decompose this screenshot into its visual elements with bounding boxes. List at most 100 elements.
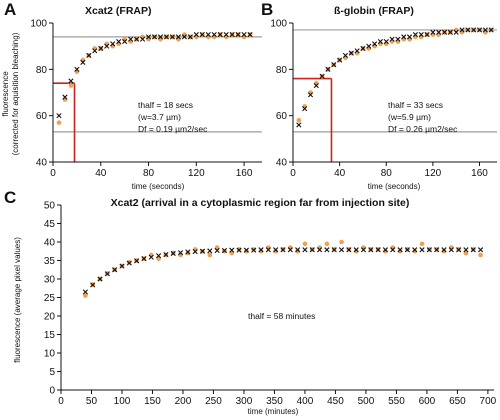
- panel-b-point-cross: [488, 27, 494, 33]
- panel-c-letter: C: [4, 188, 16, 207]
- panel-a-diffusion: Df = 0.19 µm2/sec: [138, 124, 208, 134]
- panel-a-point-cross: [199, 31, 205, 38]
- panel-c-ytick-label: 50: [44, 201, 56, 212]
- panel-b-width: (w=5.9 µm): [388, 112, 431, 122]
- panel-c-point-cross: [368, 247, 374, 253]
- panel-b-point-cross: [476, 27, 483, 33]
- panel-c-xlabel: time (minutes): [248, 407, 299, 416]
- panel-c: C Xcat2 (arrival in a cytoplasmic region…: [4, 188, 497, 416]
- panel-a-point-cross: [92, 48, 98, 54]
- panel-b-point-cross: [296, 122, 302, 128]
- panel-a-point-cross: [128, 36, 134, 42]
- panel-a-xtick-label: 0: [50, 168, 56, 179]
- panel-b-thalf: thalf = 33 secs: [388, 100, 443, 110]
- panel-c-xtick-label: 50: [86, 396, 98, 407]
- panel-a-point-cross: [235, 31, 241, 38]
- panel-c-point-cross: [346, 247, 352, 253]
- panel-a-point-cross: [223, 31, 229, 38]
- panel-c-point-cross: [316, 247, 323, 253]
- panel-a-ylabel: fluorescence: [1, 71, 10, 117]
- panel-b-diffusion: Df = 0.26 µm2/sec: [388, 124, 458, 134]
- panel-c-point-cross: [207, 248, 213, 254]
- panel-b-xlabel: time (seconds): [368, 182, 421, 191]
- panel-b-point-cross: [465, 27, 471, 33]
- panel-c-ytick-label: 15: [44, 330, 56, 341]
- panel-c-xtick-label: 250: [205, 396, 222, 407]
- panel-c-point-cross: [170, 250, 176, 257]
- panel-c-point-orange: [383, 248, 388, 254]
- panel-c-point-cross: [338, 247, 345, 253]
- panel-c-point-cross: [434, 247, 440, 253]
- panel-c-point-cross: [90, 282, 96, 288]
- panel-c-point-orange: [295, 248, 300, 254]
- panel-b-point-cross: [372, 41, 378, 47]
- panel-b-point-cross: [383, 38, 389, 45]
- panel-a-point-cross: [151, 34, 158, 40]
- panel-b-point-cross: [313, 82, 319, 89]
- panel-c-point-cross: [251, 247, 257, 253]
- panel-c-point-cross: [236, 247, 242, 253]
- panel-c-ytick-label: 35: [44, 256, 56, 267]
- panel-a-ytick-label: 60: [36, 111, 48, 122]
- panel-b-point-cross: [418, 31, 424, 38]
- panel-a-point-orange: [68, 83, 74, 88]
- panel-a-point-cross: [80, 59, 86, 65]
- panel-b-point-cross: [331, 62, 337, 68]
- panel-c-xtick-label: 500: [358, 396, 375, 407]
- panel-c-xtick-label: 650: [449, 396, 466, 407]
- panel-b-plot: [293, 27, 497, 162]
- panel-c-point-cross: [119, 263, 125, 269]
- panel-b-point-cross: [430, 29, 436, 35]
- panel-a-point-cross: [56, 113, 62, 119]
- panel-a-point-cross: [229, 31, 235, 38]
- panel-c-point-cross: [185, 249, 191, 255]
- panel-a-xtick-label: 80: [143, 168, 155, 179]
- panel-a-point-cross: [211, 31, 217, 38]
- panel-c-thalf: thalf = 58 minutes: [248, 311, 315, 321]
- panel-c-point-orange: [463, 250, 469, 256]
- panel-a-point-cross: [139, 36, 146, 42]
- panel-b-xtick-label: 40: [334, 168, 346, 179]
- panel-a-width: (w=3.7 µm): [138, 112, 181, 122]
- panel-b-point-cross: [360, 45, 366, 52]
- panel-c-xtick-label: 150: [144, 396, 161, 407]
- panel-c-point-cross: [192, 249, 198, 255]
- panel-c-point-cross: [375, 247, 381, 253]
- panel-c-point-cross: [141, 256, 147, 262]
- panel-c-point-cross: [265, 247, 271, 253]
- panel-c-xtick-label: 300: [236, 396, 253, 407]
- panel-c-point-cross: [295, 247, 301, 253]
- panel-b-xtick-label: 160: [471, 168, 488, 179]
- panel-a-ytick-label: 100: [30, 19, 47, 30]
- panel-c-point-orange: [339, 239, 344, 245]
- panel-c-ytick-label: 25: [44, 293, 56, 304]
- panel-c-point-cross: [448, 247, 454, 253]
- panel-b-point-cross: [389, 36, 395, 42]
- panel-c-point-cross: [112, 267, 118, 273]
- panel-c-xtick-label: 400: [297, 396, 314, 407]
- panel-b-point-cross: [366, 43, 372, 49]
- panel-b-xtick-label: 120: [425, 168, 442, 179]
- panel-a-point-cross: [62, 94, 68, 100]
- panel-b-point-cross: [459, 27, 465, 33]
- panel-b-point-cross: [436, 29, 442, 35]
- panel-a-point-cross: [68, 78, 74, 84]
- panel-b-point-cross: [354, 48, 360, 54]
- panel-c-title: Xcat2 (arrival in a cytoplasmic region f…: [111, 197, 410, 209]
- panel-b-point-cross: [302, 106, 308, 112]
- panel-c-point-orange: [273, 248, 278, 254]
- panel-c-point-cross: [82, 289, 88, 295]
- panel-c-point-cross: [155, 253, 162, 259]
- panel-c-point-orange: [353, 248, 359, 254]
- panel-c-point-cross: [199, 248, 206, 254]
- panel-c-ylabel: fluorescence (average pixel values): [13, 237, 22, 363]
- panel-a-point-cross: [205, 31, 211, 38]
- panel-b-point-cross: [424, 31, 430, 38]
- panel-c-point-cross: [134, 258, 140, 264]
- panel-a-xtick-label: 120: [188, 168, 205, 179]
- panel-c-point-cross: [273, 247, 279, 253]
- panel-a-point-cross: [104, 43, 110, 49]
